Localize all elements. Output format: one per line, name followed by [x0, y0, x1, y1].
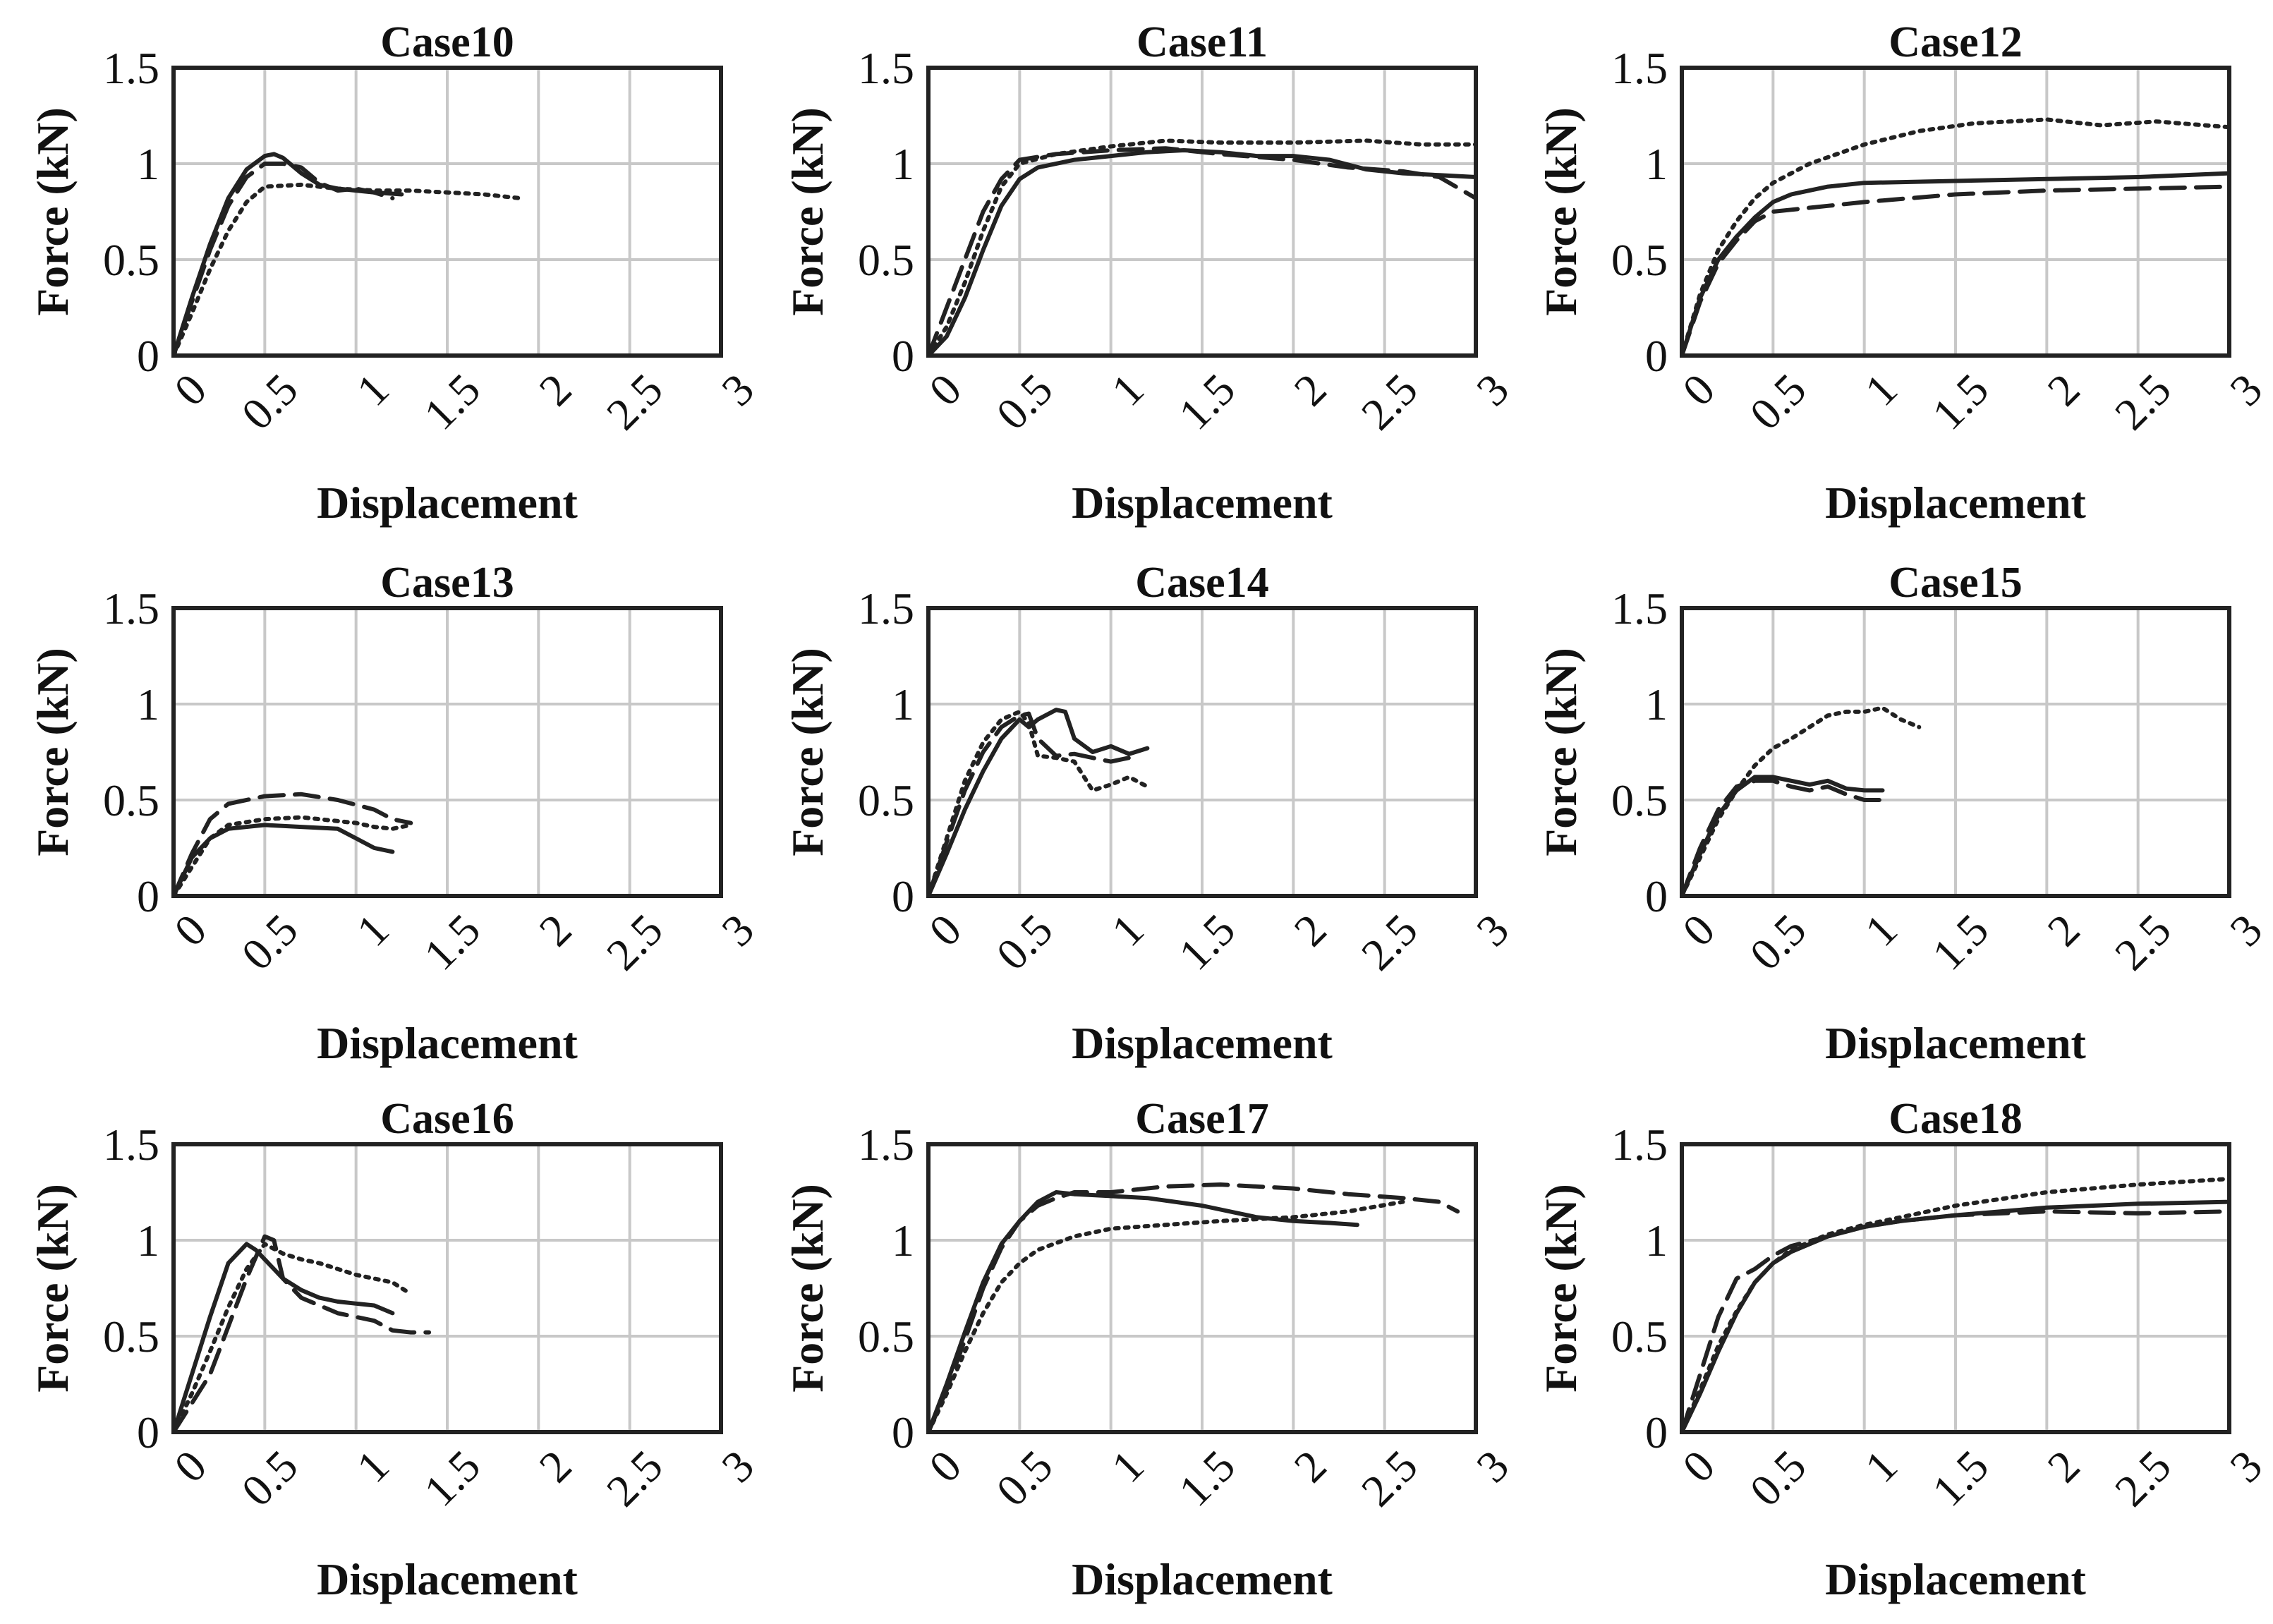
y-tick-label: 0: [137, 1407, 159, 1458]
y-tick-label: 0: [1645, 1407, 1668, 1458]
y-axis-label: Force (kN): [28, 107, 78, 316]
series-dashed: [171, 792, 413, 898]
axes-box: [926, 66, 1478, 358]
series-dashed: [1680, 184, 2231, 358]
y-tick-label: 1: [137, 679, 159, 729]
y-tick-label: 1.5: [1611, 583, 1668, 634]
series-dotted: [171, 182, 523, 358]
chart-title: Case14: [1135, 559, 1268, 607]
y-axis-label: Force (kN): [1536, 648, 1586, 856]
y-tick-label: 1.5: [858, 583, 914, 634]
chart-title: Case15: [1889, 559, 2022, 607]
y-tick-label: 1.5: [1611, 1120, 1668, 1170]
x-axis-label: Displacement: [317, 1554, 578, 1604]
y-tick-label: 1: [137, 139, 159, 189]
y-axis-label: Force (kN): [782, 1184, 832, 1393]
series-solid: [1680, 1199, 2231, 1434]
y-tick-label: 0.5: [1611, 775, 1668, 825]
series-dashed: [926, 146, 1478, 358]
axes-box: [171, 1142, 723, 1434]
y-tick-label: 1.5: [103, 43, 159, 93]
axes-box: [926, 1142, 1478, 1434]
y-tick-label: 0.5: [103, 235, 159, 285]
y-tick-label: 1: [892, 139, 914, 189]
chart-title: Case13: [380, 559, 514, 607]
y-tick-label: 0: [1645, 331, 1668, 381]
y-tick-label: 0.5: [858, 775, 914, 825]
y-tick-label: 1.5: [858, 1120, 914, 1170]
y-tick-label: 0.5: [1611, 1311, 1668, 1362]
axes-box: [1680, 1142, 2231, 1434]
chart-title: Case17: [1135, 1095, 1268, 1143]
y-tick-label: 1: [1645, 139, 1668, 189]
y-tick-label: 1.5: [103, 1120, 159, 1170]
y-tick-label: 1: [892, 679, 914, 729]
y-tick-label: 1.5: [103, 583, 159, 634]
axes-box: [926, 606, 1478, 898]
x-axis-label: Displacement: [317, 1018, 578, 1068]
y-axis-label: Force (kN): [1536, 107, 1586, 316]
y-tick-label: 0.5: [1611, 235, 1668, 285]
y-tick-label: 0: [892, 871, 914, 921]
y-tick-label: 0.5: [103, 1311, 159, 1362]
x-axis-label: Displacement: [1825, 478, 2086, 528]
x-axis-label: Displacement: [1072, 1018, 1333, 1068]
series-solid: [1680, 171, 2231, 358]
chart-title: Case10: [380, 18, 514, 66]
y-axis-label: Force (kN): [28, 648, 78, 856]
series-dotted: [171, 1242, 413, 1434]
y-tick-label: 0: [137, 871, 159, 921]
series-solid: [171, 152, 404, 358]
y-tick-label: 0: [137, 331, 159, 381]
series-solid: [171, 1242, 395, 1434]
series-dashed: [926, 711, 1132, 898]
axes-box: [171, 606, 723, 898]
series-dashed: [926, 1182, 1460, 1434]
y-tick-label: 1: [137, 1216, 159, 1266]
y-tick-label: 0.5: [858, 235, 914, 285]
chart-title: Case16: [380, 1095, 514, 1143]
y-tick-label: 0: [1645, 871, 1668, 921]
chart-title: Case12: [1889, 18, 2022, 66]
x-axis-label: Displacement: [317, 478, 578, 528]
series-dashed: [171, 1234, 432, 1434]
y-tick-label: 1: [1645, 1216, 1668, 1266]
series-dashed: [171, 162, 395, 358]
y-tick-label: 1.5: [1611, 43, 1668, 93]
series-dashed: [1680, 778, 1885, 898]
axes-box: [1680, 606, 2231, 898]
y-tick-label: 1: [1645, 679, 1668, 729]
y-axis-label: Force (kN): [782, 107, 832, 316]
axes-box: [1680, 66, 2231, 358]
y-axis-label: Force (kN): [28, 1184, 78, 1393]
y-tick-label: 0.5: [858, 1311, 914, 1362]
y-axis-label: Force (kN): [782, 648, 832, 856]
x-axis-label: Displacement: [1825, 1554, 2086, 1604]
chart-title: Case11: [1136, 18, 1268, 66]
axes-box: [171, 66, 723, 358]
x-axis-label: Displacement: [1072, 1554, 1333, 1604]
series-dotted: [1680, 117, 2231, 358]
y-axis-label: Force (kN): [1536, 1184, 1586, 1393]
chart-title: Case18: [1889, 1095, 2022, 1143]
series-dotted: [926, 1199, 1405, 1434]
series-dotted: [1680, 705, 1922, 898]
y-tick-label: 1.5: [858, 43, 914, 93]
series-solid: [926, 708, 1150, 898]
y-tick-label: 0: [892, 1407, 914, 1458]
y-tick-label: 1: [892, 1216, 914, 1266]
series-dotted: [926, 138, 1478, 358]
y-tick-label: 0.5: [103, 775, 159, 825]
x-axis-label: Displacement: [1825, 1018, 2086, 1068]
x-axis-label: Displacement: [1072, 478, 1333, 528]
series-dotted: [1680, 1177, 2231, 1434]
y-tick-label: 0: [892, 331, 914, 381]
series-dotted: [926, 709, 1150, 898]
